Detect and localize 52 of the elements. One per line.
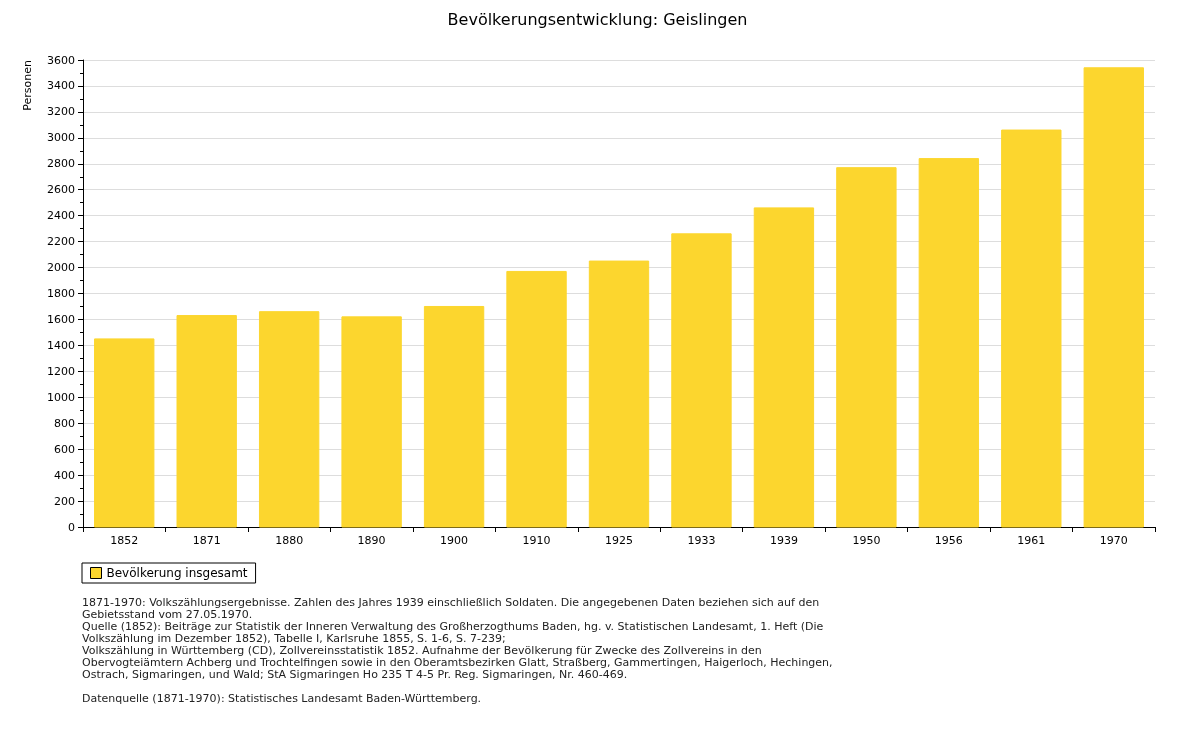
x-tick-label: 1970	[1099, 534, 1128, 547]
bar	[588, 260, 650, 528]
y-axis-title: Personen	[21, 59, 34, 111]
x-tick-label: 1925	[605, 534, 633, 547]
x-tick-label: 1910	[522, 534, 551, 547]
y-tick-label: 0	[68, 520, 75, 534]
y-tick-label: 2400	[47, 209, 75, 223]
x-tick-label: 1871	[192, 534, 221, 547]
y-tick-label: 1800	[47, 287, 75, 300]
y-tick-label: 200	[54, 494, 75, 508]
bar	[258, 311, 320, 528]
text: Volkszählung in Württemberg (CD), Zollvereinsstatistik 1852. Aufnahme der Bevölkerung für Zwecke des Zollvereins in den Obervogteiämtern Achberg und Trochtelfingen sowie in den Oberamtsbezirken Glatt, Straßberg, Gammertingen, Haigerloch, Hechingen, Ostrach, Sigmaringen, und Wald; StA Sigmaringen Ho 235 T 4-5 Pr. Reg. Sigmaringen, Nr. 460-469.	[82, 644, 834, 681]
bar	[918, 158, 980, 528]
text: Datenquelle (1871-1970): Statistisches Landesamt Baden-Württemberg.	[82, 692, 483, 705]
y-tick-label: 1000	[47, 390, 75, 404]
x-tick-label: 1933	[687, 534, 716, 547]
bar	[836, 167, 897, 528]
bar	[94, 338, 155, 528]
y-tick-label: 2000	[47, 261, 75, 275]
bar	[671, 233, 732, 528]
y-tick-label: 3400	[47, 79, 75, 93]
y-tick-label: 3200	[47, 105, 75, 119]
y-tick-label: 3600	[47, 53, 75, 67]
bar	[341, 316, 402, 528]
x-tick-label: 1950	[852, 534, 881, 547]
y-tick-label: 800	[54, 416, 75, 430]
x-tick-label: 1852	[110, 534, 139, 547]
bar	[506, 270, 567, 528]
bar	[1001, 129, 1062, 528]
y-tick-label: 2600	[47, 183, 75, 197]
text: 1871-1970: Volkszählungsergebnisse. Zahlen des Jahres 1939 einschließlich Soldaten. Die angegebenen Daten beziehen sich auf den Gebietsstand vom 27.05.1970.	[82, 596, 821, 621]
y-tick-label: 400	[54, 468, 75, 482]
y-tick-label: 2800	[47, 157, 75, 171]
x-tick-label: 1900	[440, 534, 469, 547]
y-tick-label: 600	[54, 442, 75, 456]
chart-title: Bevölkerungsentwicklung: Geislingen	[447, 9, 748, 29]
source-note: Quelle (1852): Beiträge zur Statistik der Inneren Verwaltung des Großherzogthums Baden, hg. v. Statistischen Landesamt, 1. Heft (Die Volkszählung im Dezember 1852), Tabelle I, Karlsruhe 1855, S. 1-6, S. 7-239;	[82, 620, 825, 645]
x-tick-label: 1956	[934, 534, 963, 547]
y-tick-label: 3000	[47, 131, 75, 145]
y-tick-label: 2200	[47, 235, 75, 249]
bar	[423, 305, 485, 528]
x-tick-label: 1961	[1017, 534, 1046, 547]
bar	[753, 207, 815, 528]
x-tick-label: 1890	[357, 534, 386, 547]
bar	[176, 315, 237, 528]
y-tick-label: 1600	[47, 312, 75, 326]
bar	[1083, 67, 1144, 528]
legend-label: Bevölkerung insgesamt	[106, 566, 248, 580]
y-tick-label: 1200	[47, 364, 75, 378]
y-tick-label: 1400	[47, 338, 75, 352]
x-tick-label: 1939	[769, 534, 798, 547]
x-tick-label: 1880	[275, 534, 304, 547]
